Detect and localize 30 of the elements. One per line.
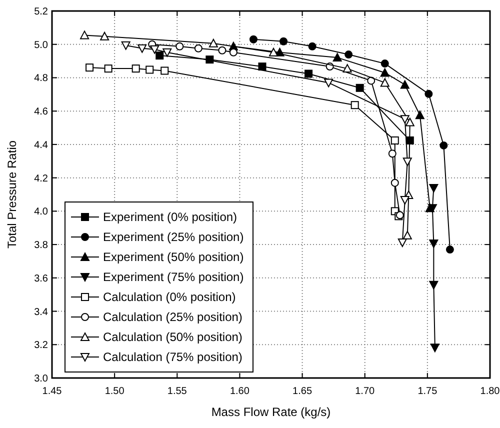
y-tick-label: 3.6 (34, 273, 48, 284)
x-tick-label: 1.70 (355, 386, 376, 397)
legend-label: Experiment (50% position) (103, 250, 244, 264)
legend-label: Calculation (50% position) (103, 330, 242, 344)
legend-label: Calculation (0% position) (103, 290, 236, 304)
y-tick-label: 3.8 (34, 240, 48, 252)
legend-label: Experiment (0% position) (103, 210, 238, 224)
y-tick-label: 4.2 (34, 173, 48, 184)
x-tick-label: 1.50 (104, 386, 125, 397)
legend-label: Experiment (25% position) (103, 230, 244, 244)
y-tick-label: 4.8 (34, 73, 48, 84)
y-tick-label: 5.0 (34, 40, 48, 51)
x-tick-label: 1.45 (42, 386, 62, 397)
y-tick-label: 4.6 (34, 106, 48, 118)
y-tick-label: 4.4 (34, 140, 48, 151)
x-tick-label: 1.75 (418, 386, 438, 397)
y-tick-label: 3.2 (34, 340, 48, 352)
x-tick-label: 1.80 (480, 386, 500, 397)
x-axis-title: Mass Flow Rate (kg/s) (211, 405, 331, 419)
legend-label: Experiment (75% position) (103, 270, 244, 284)
y-tick-label: 3.0 (34, 374, 48, 384)
legend-label: Calculation (75% position) (103, 350, 242, 364)
y-tick-label: 5.2 (34, 6, 48, 18)
x-tick-label: 1.65 (292, 386, 312, 397)
y-tick-label: 3.4 (34, 306, 48, 318)
y-axis-title: Total Pressure Ratio (5, 140, 19, 249)
x-tick-label: 1.60 (230, 386, 250, 397)
x-tick-label: 1.55 (167, 386, 188, 397)
legend-label: Calculation (25% position) (103, 310, 242, 324)
y-tick-label: 4.0 (34, 206, 48, 218)
